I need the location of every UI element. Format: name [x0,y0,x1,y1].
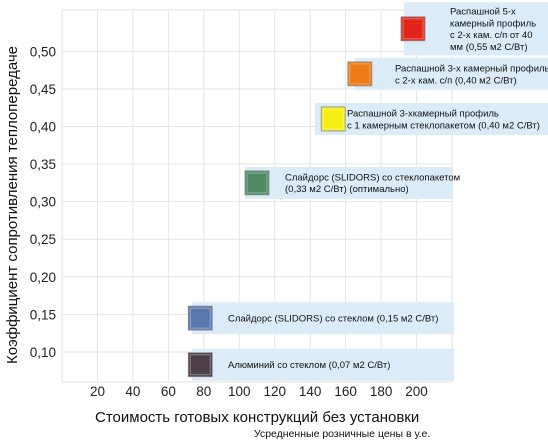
label-highlight [245,166,453,199]
y-tick-label: 0,45 [30,82,56,97]
point-label: с 1 камерным стеклопакетом (0,40 м2 С/Вт… [347,120,540,131]
data-point-bevel [402,18,424,40]
x-tick-labels: 20 40 60 80 100 120 140 160 180 200 [90,384,428,399]
data-point [187,352,213,378]
data-point-bevel [189,354,211,376]
point-label: мм (0,55 м2 С/Вт) [450,42,527,53]
y-tick-label: 0,25 [30,232,56,247]
x-tick-label: 100 [228,384,251,399]
point-label: Распашной 3-х камерный профиль [395,63,548,74]
y-tick-label: 0,35 [30,157,56,172]
x-tick-label: 120 [263,384,286,399]
point-label: Слайдорс (SLIDORS) со стеклопакетом [285,172,460,183]
x-tick-label: 80 [196,384,211,399]
x-tick-label: 60 [161,384,176,399]
y-tick-label: 0,40 [30,119,56,134]
label-highlight [192,302,454,335]
x-tick-label: 160 [334,384,357,399]
data-point-bevel [189,307,211,329]
point-label: с 2-х кам. с/п (0,40 м2 С/Вт) [395,75,517,86]
x-tick-label: 20 [90,384,105,399]
x-axis-title: Стоимость готовых конструкций без устано… [95,409,419,426]
x-tick-label: 140 [299,384,322,399]
y-tick-label: 0,15 [30,307,56,322]
label-highlight [192,348,454,381]
data-point [400,16,426,42]
x-tick-label: 200 [405,384,428,399]
data-points [187,16,426,378]
y-tick-label: 0,50 [30,44,56,59]
data-point [244,170,270,196]
y-tick-label: 0,10 [30,345,56,360]
x-tick-label: 40 [125,384,140,399]
label-highlight [355,57,548,90]
data-point [347,61,373,87]
data-point-bevel [246,172,268,194]
x-tick-label: 180 [370,384,393,399]
y-tick-label: 0,20 [30,270,56,285]
y-tick-labels: 0,10 0,15 0,20 0,25 0,30 0,35 0,40 0,45 0,50 [30,44,56,360]
point-label: Распашной 3-хкамерный профиль [347,109,499,120]
point-label: Алюминий со стеклом (0,07 м2 С/Вт) [228,360,390,371]
point-label: Распашной 5-х [450,7,516,18]
point-label: камерный профиль [450,18,536,29]
label-highlight [404,2,548,56]
x-axis-subtitle: Усредненные розничные цены в у.е. [254,428,430,440]
y-axis-title: Коэффициент сопротивления теплопередаче [4,46,21,364]
data-point-bevel [349,63,371,85]
point-label: (0,33 м2 С/Вт) (оптимально) [285,184,409,195]
point-label: с 2-х кам. с/п от 40 [450,30,533,41]
data-point [320,106,346,132]
point-label: Слайдорс (SLIDORS) со стеклом (0,15 м2 С… [228,314,438,325]
data-point-bevel [322,108,344,130]
data-point [187,305,213,331]
y-tick-label: 0,30 [30,195,56,210]
label-boxes [192,2,548,381]
label-highlight [315,102,548,135]
